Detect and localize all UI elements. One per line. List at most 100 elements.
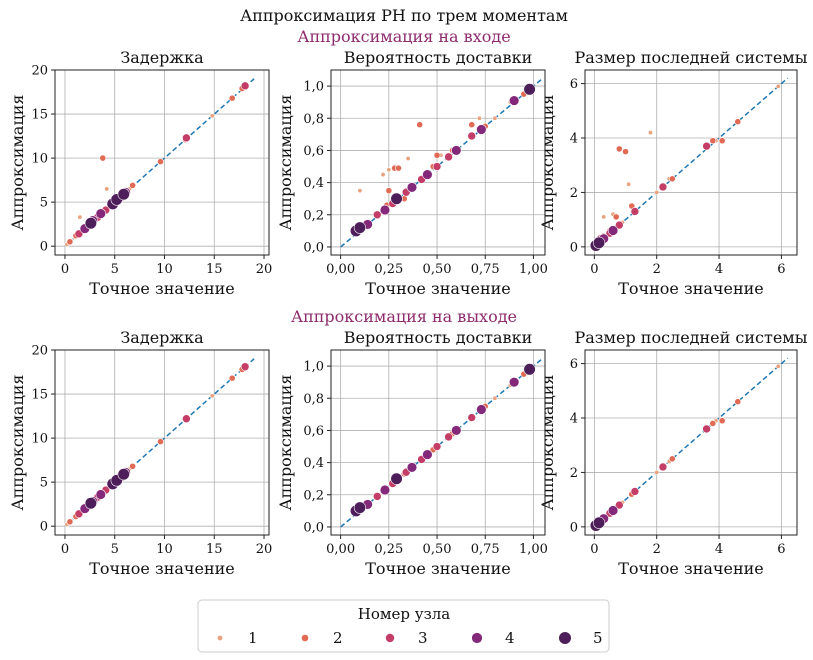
legend-label: 5 xyxy=(593,629,603,647)
data-point xyxy=(77,214,83,220)
y-tick-label: 0,8 xyxy=(303,392,324,407)
y-tick-label: 0,8 xyxy=(303,112,324,127)
legend-title: Номер узла xyxy=(358,605,451,623)
y-axis-label: Аппроксимация xyxy=(8,375,27,511)
subplot-5: 0,00 0,25 0,50 0,75 1,00 0,0 0,2 0,4 0,6 0,8 1,0 Ве… xyxy=(276,328,548,578)
x-tick-label: 0 xyxy=(590,262,598,277)
x-tick-label: 4 xyxy=(715,262,723,277)
y-tick-label: 15 xyxy=(31,108,48,123)
data-point xyxy=(406,182,418,193)
section-title-input: Аппроксимация на входе xyxy=(297,27,510,46)
data-point xyxy=(157,438,164,446)
x-tick-label: 1,00 xyxy=(519,262,548,277)
legend-item-3: 3 xyxy=(385,629,428,647)
data-point xyxy=(702,424,711,434)
y-tick-label: 0,6 xyxy=(303,144,324,159)
x-axis-label: Точное значение xyxy=(89,279,235,298)
legend-label: 4 xyxy=(505,629,515,647)
data-point xyxy=(718,137,726,145)
data-point xyxy=(622,148,629,156)
y-tick-label: 5 xyxy=(40,476,48,491)
data-point xyxy=(95,208,106,219)
axes-frame xyxy=(54,69,270,256)
data-point xyxy=(444,152,453,162)
data-point xyxy=(658,182,668,192)
data-point xyxy=(775,363,781,369)
data-point xyxy=(709,420,717,427)
x-tick-label: 0,75 xyxy=(471,542,500,557)
data-point xyxy=(734,118,742,126)
data-point xyxy=(357,188,363,194)
x-tick-label: 0,50 xyxy=(423,542,452,557)
data-point xyxy=(668,455,676,463)
data-point xyxy=(592,516,606,529)
x-tick-label: 0,00 xyxy=(326,542,355,557)
data-point xyxy=(630,487,640,496)
data-point xyxy=(702,141,711,151)
x-tick-label: 0 xyxy=(61,542,69,557)
legend-label: 1 xyxy=(248,629,258,647)
data-point xyxy=(476,124,487,135)
data-point xyxy=(523,363,536,376)
legend-items: 1 2 3 4 5 xyxy=(217,629,603,647)
data-point xyxy=(607,225,619,236)
data-point xyxy=(734,398,742,406)
data-point xyxy=(508,376,520,388)
legend-marker xyxy=(559,632,571,644)
data-point xyxy=(444,432,453,442)
data-point xyxy=(380,172,386,178)
legend: Номер узла 1 2 3 4 5 xyxy=(197,599,610,653)
data-point xyxy=(592,236,606,249)
data-point xyxy=(630,207,640,216)
data-point xyxy=(416,121,424,129)
data-point xyxy=(395,164,402,172)
data-point xyxy=(385,187,393,195)
identity-line xyxy=(593,357,789,528)
data-point xyxy=(84,217,97,230)
data-point xyxy=(626,181,632,187)
data-point xyxy=(508,95,520,106)
y-tick-label: 20 xyxy=(31,344,48,359)
x-tick-label: 15 xyxy=(206,542,223,557)
y-tick-label: 20 xyxy=(31,64,48,79)
subplot-1: 0 5 10 15 20 0 5 10 15 20 Задержка Точное значение А… xyxy=(8,48,272,298)
subplot-6: 0 2 4 6 0 2 4 6 Размер последней системы Точное з… xyxy=(538,328,808,578)
legend-item-2: 2 xyxy=(301,629,343,647)
data-point xyxy=(95,489,106,500)
data-point xyxy=(240,81,250,91)
data-point xyxy=(209,113,215,119)
data-point xyxy=(129,462,137,470)
subplot-title: Задержка xyxy=(120,328,204,347)
data-point xyxy=(658,462,668,472)
legend-item-5: 5 xyxy=(559,629,603,647)
y-tick-label: 2 xyxy=(570,186,578,201)
series-node-5 xyxy=(589,236,606,252)
series-node-5 xyxy=(589,516,606,532)
data-point xyxy=(432,162,442,171)
axes-frame xyxy=(330,69,546,256)
y-tick-label: 0,4 xyxy=(303,456,324,471)
y-tick-label: 0 xyxy=(570,520,578,535)
y-tick-label: 0,0 xyxy=(303,520,324,535)
x-axis-label: Точное значение xyxy=(89,559,235,578)
subplot-title: Размер последней системы xyxy=(575,48,808,67)
x-axis-label: Точное значение xyxy=(365,559,511,578)
series-node-5 xyxy=(349,83,536,237)
y-tick-label: 2 xyxy=(570,466,578,481)
data-point xyxy=(390,472,403,485)
data-point xyxy=(467,131,477,141)
x-tick-label: 6 xyxy=(777,542,785,557)
x-tick-label: 10 xyxy=(156,542,173,557)
data-point xyxy=(422,169,433,180)
subplot-title: Вероятность доставки xyxy=(344,48,532,67)
data-point xyxy=(422,449,433,460)
series-node-5 xyxy=(349,363,536,517)
identity-line xyxy=(340,79,542,248)
y-tick-label: 1,0 xyxy=(303,80,324,95)
y-tick-label: 1,0 xyxy=(303,360,324,375)
subplot-title: Задержка xyxy=(120,48,204,67)
data-point xyxy=(372,210,382,220)
legend-frame xyxy=(197,599,610,653)
axes-frame xyxy=(584,69,798,256)
